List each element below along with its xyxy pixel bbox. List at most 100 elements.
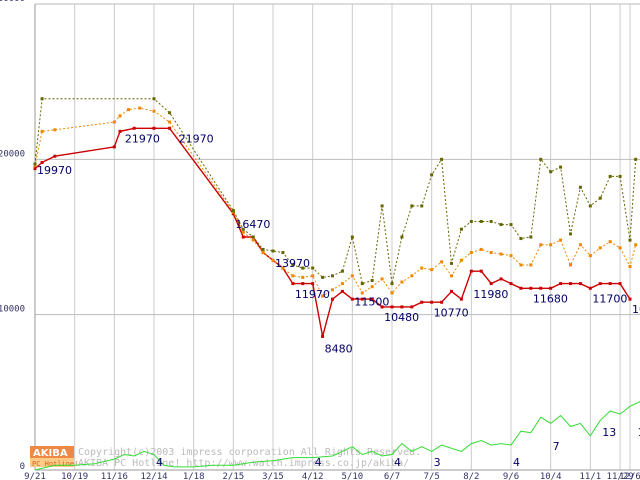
series-point	[291, 282, 295, 286]
series-point	[529, 286, 533, 290]
series-point	[311, 266, 315, 270]
data-label: 14	[638, 426, 640, 439]
axes	[34, 4, 640, 471]
series-point	[499, 223, 503, 227]
series-point	[152, 97, 156, 101]
x-tick-label: 11/1	[579, 472, 601, 480]
series-0	[33, 126, 632, 338]
x-tick-label: 2/15	[222, 472, 244, 480]
series-point	[168, 126, 172, 130]
data-label: 19970	[37, 164, 72, 177]
series-point	[281, 251, 285, 255]
data-label: 3	[434, 456, 441, 469]
series-point	[618, 282, 622, 286]
series-1	[33, 106, 638, 298]
series-point	[410, 305, 414, 309]
series-point	[301, 275, 305, 279]
x-tick-label: 6/7	[384, 472, 400, 480]
series-point	[350, 235, 354, 239]
series-point	[459, 297, 463, 301]
series-point	[430, 300, 434, 304]
series-point	[634, 157, 638, 161]
x-tick-label: 9/6	[503, 472, 519, 480]
series-point	[301, 266, 305, 270]
series-point	[549, 243, 553, 247]
x-tick-labels: 9/21 10/19 11/16 12/14 1/18 2/15 3/15 4/12 5/10 6…	[24, 472, 640, 480]
series-point	[618, 174, 622, 178]
data-label: 7	[553, 440, 560, 453]
series-point	[559, 165, 563, 169]
series-point	[440, 260, 444, 264]
copyright-text: Copyright(c)2003 impress corporation All…	[78, 447, 421, 458]
series-point	[380, 204, 384, 208]
series-point	[569, 263, 572, 267]
series-point	[241, 227, 245, 231]
series-point	[311, 274, 315, 278]
series-point	[261, 251, 265, 255]
series-point	[321, 275, 325, 279]
series-point	[53, 154, 57, 158]
data-label: 11500	[354, 295, 389, 308]
series-point	[281, 266, 285, 270]
series-point	[321, 334, 325, 338]
series-point	[271, 249, 275, 253]
series-point	[40, 97, 44, 101]
series-point	[321, 294, 325, 298]
series-point	[529, 263, 533, 267]
series-point	[469, 269, 473, 273]
series-line	[34, 107, 637, 297]
y-tick-label: 20000	[0, 149, 25, 159]
y-tick-label: 10000	[0, 305, 25, 315]
series-point	[489, 282, 493, 286]
series-point	[598, 282, 602, 286]
series-point	[311, 282, 315, 286]
series-point	[420, 300, 424, 304]
series-point	[118, 114, 122, 118]
y-tick-label: 30000	[0, 0, 25, 4]
series-point	[499, 252, 503, 256]
data-label: 4	[394, 456, 401, 469]
series-point	[340, 282, 344, 286]
series-point	[578, 185, 582, 189]
series-point	[509, 223, 513, 227]
x-tick-label: 8/2	[463, 472, 479, 480]
series-point	[291, 263, 295, 267]
series-point	[241, 235, 245, 239]
series-point	[301, 282, 305, 286]
data-label: 21970	[125, 133, 160, 146]
series-point	[489, 251, 493, 255]
series-3	[34, 401, 640, 471]
series-point	[400, 235, 404, 239]
series-point	[489, 219, 493, 223]
series-point	[549, 170, 553, 174]
series-point	[598, 196, 602, 200]
series-point	[410, 274, 414, 278]
series-point	[350, 274, 354, 278]
series-point	[138, 106, 142, 110]
series-point	[380, 277, 384, 281]
annotations: 19970 21970 21970 16470 13970 11970 8480 11500 1…	[37, 133, 640, 469]
series-point	[519, 263, 523, 267]
x-tick-label: 7/5	[424, 472, 440, 480]
x-tick-label: 9/21	[24, 472, 46, 480]
series-point	[578, 243, 582, 247]
series-point	[118, 129, 122, 133]
series-line	[34, 401, 640, 471]
logo-bottom-text: PC Hotline!	[32, 460, 78, 468]
series-point	[331, 274, 334, 278]
series-point	[430, 173, 434, 177]
series-point	[459, 227, 463, 231]
series-point	[168, 111, 172, 115]
series-point	[33, 164, 37, 168]
series-point	[340, 269, 344, 273]
series-point	[40, 129, 44, 133]
series-point	[588, 254, 592, 258]
series-point	[420, 266, 424, 270]
x-tick-label: 11/16	[101, 472, 128, 480]
series-point	[430, 268, 434, 272]
logo-box-bottom	[30, 458, 74, 467]
series-point	[479, 247, 483, 251]
series-point	[539, 286, 543, 290]
series-point	[559, 238, 563, 242]
